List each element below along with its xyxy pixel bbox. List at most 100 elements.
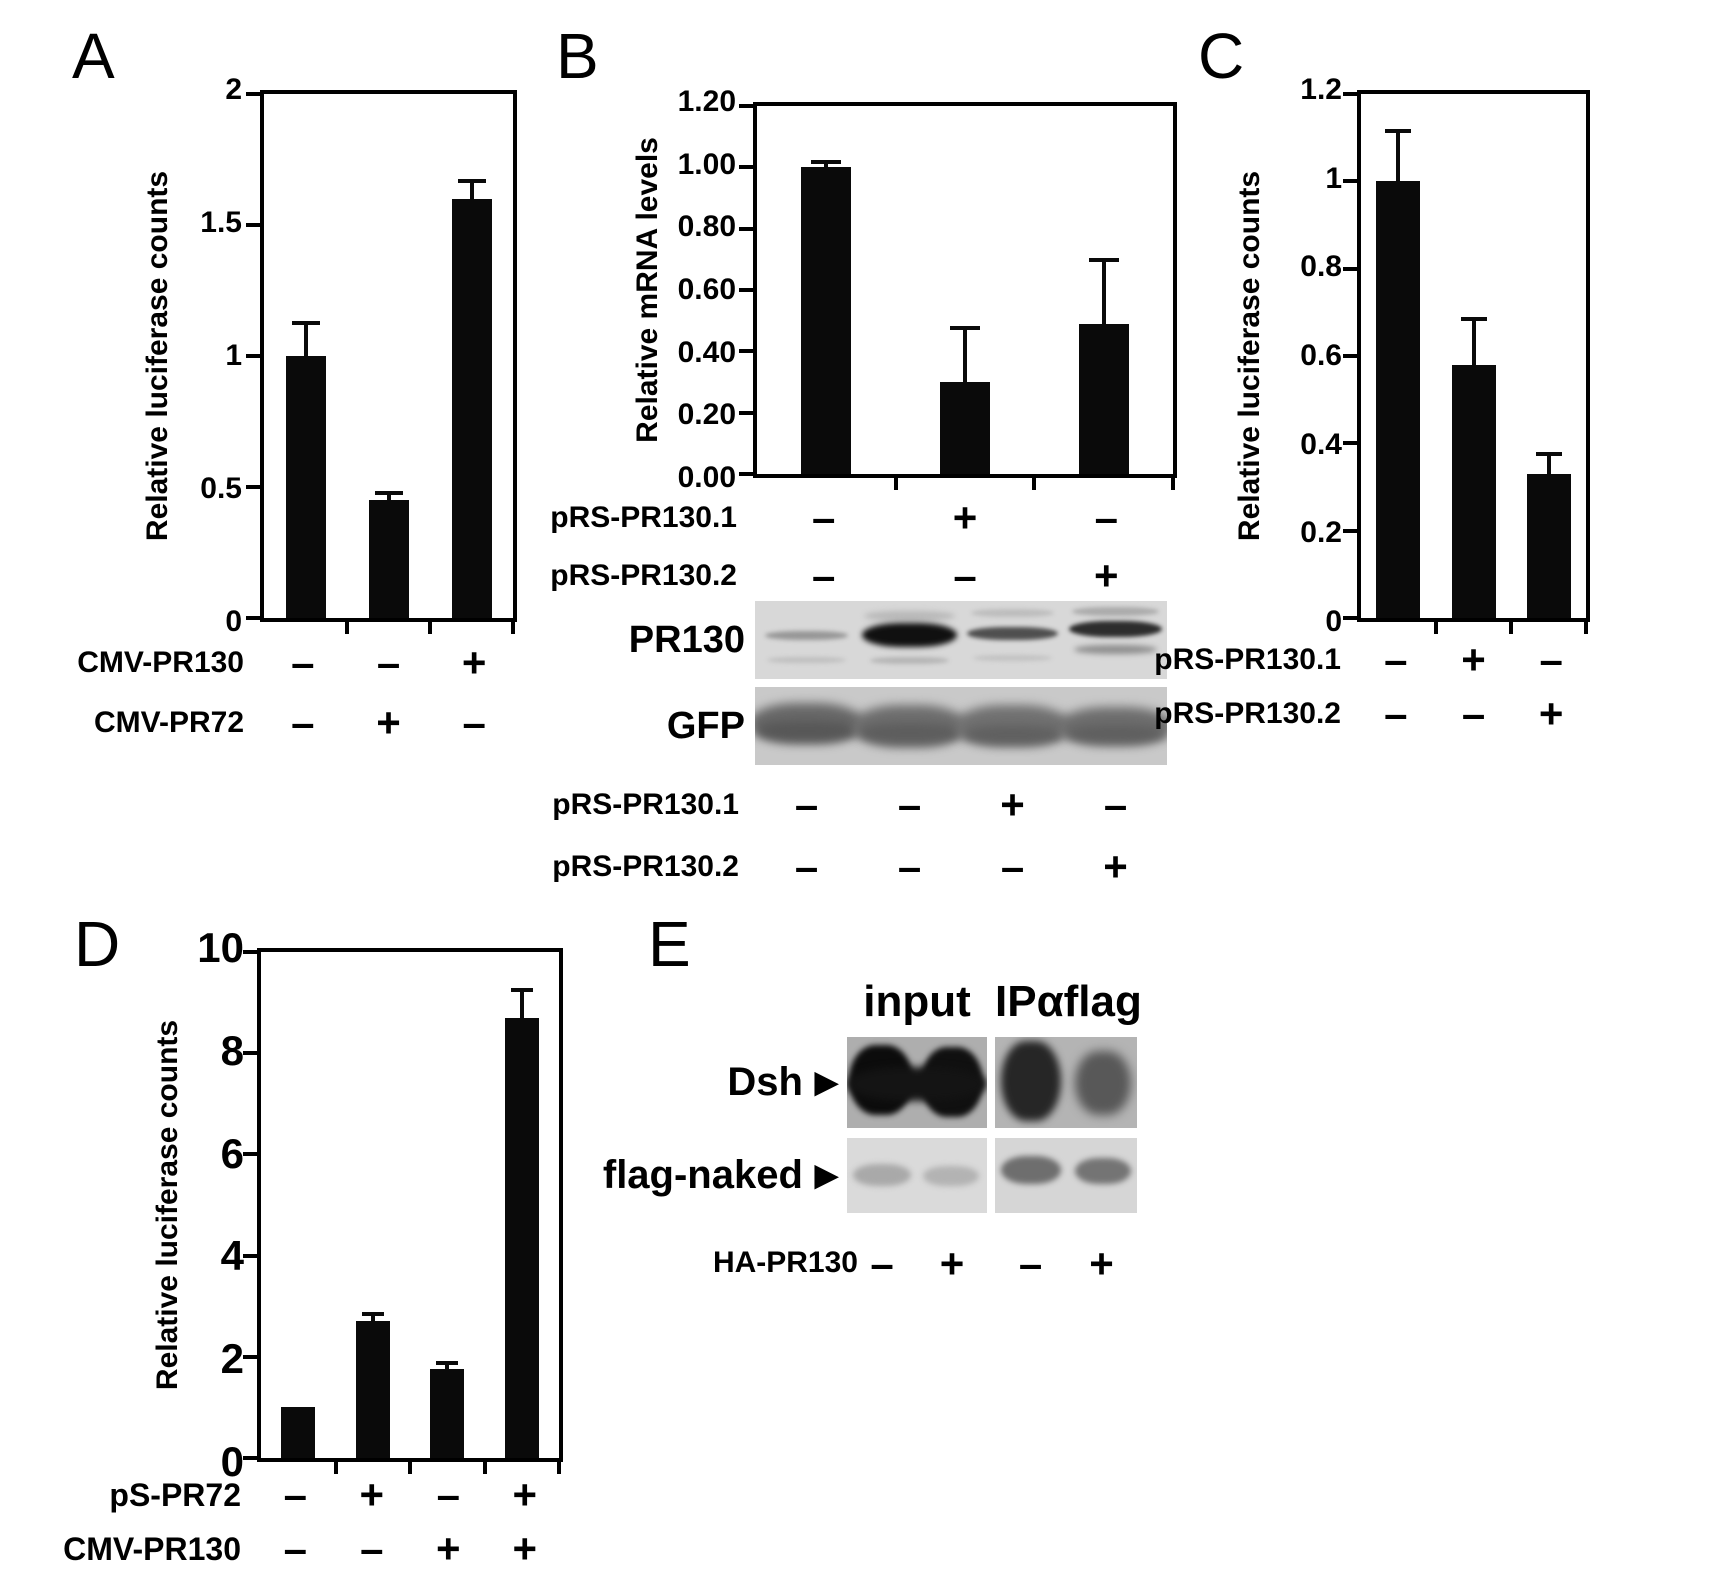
condition-row: pRS-PR130.2 – – +: [1125, 688, 1590, 740]
condition-row: CMV-PR130 – – +: [58, 636, 517, 690]
y-tick-label: 10: [197, 924, 244, 971]
y-tick: [739, 472, 753, 476]
right-arrow-icon: ▶: [814, 1065, 838, 1099]
blot-band: [1075, 1051, 1131, 1115]
x-tick: [511, 622, 515, 634]
blot-band: [1069, 621, 1162, 637]
condition-row: CMV-PR72 – + –: [58, 696, 517, 750]
panel-B-bar-chart: [739, 102, 1177, 490]
bar: [1376, 181, 1421, 618]
y-tick: [246, 616, 260, 620]
condition-signs: – – +: [1357, 693, 1590, 735]
y-tick: [1343, 266, 1357, 271]
condition-signs: – + –: [1357, 639, 1590, 681]
blot-band: [1064, 725, 1167, 743]
error-bar: [469, 183, 474, 199]
y-tick: [243, 950, 257, 954]
panel-A-letter: A: [72, 20, 115, 92]
panel-C-y-ticks: 0 0.2 0.4 0.6 0.8 1 1.2: [1272, 75, 1346, 637]
error-bar-cap: [811, 160, 842, 165]
blot-band: [961, 725, 1064, 745]
y-tick-label: 4: [220, 1232, 244, 1280]
y-tick: [243, 1354, 257, 1359]
y-tick: [1343, 441, 1357, 446]
condition-sign: +: [1538, 690, 1564, 737]
y-tick: [243, 1152, 257, 1157]
x-tick: [1433, 622, 1438, 634]
condition-sign: –: [811, 494, 836, 541]
y-tick-label: 1.5: [200, 206, 242, 239]
y-tick-label: 0.80: [677, 210, 736, 244]
error-bar-cap: [291, 320, 320, 325]
x-tick: [1032, 478, 1037, 490]
condition-row: pRS-PR130.1 – + –: [1125, 634, 1590, 686]
bar: [504, 1017, 539, 1458]
x-tick: [893, 478, 898, 490]
y-tick-label: 0: [225, 605, 242, 638]
error-bar-cap: [1535, 452, 1562, 457]
condition-sign: –: [1384, 636, 1408, 683]
error-bar-cap: [457, 179, 486, 184]
y-tick-label: 0.4: [1300, 427, 1342, 461]
condition-sign: –: [360, 1525, 384, 1572]
y-tick-label: 8: [220, 1026, 244, 1074]
dsh-ip-blot: [995, 1037, 1137, 1128]
y-tick: [739, 226, 753, 231]
condition-sign: –: [811, 552, 836, 599]
bar: [355, 1321, 390, 1458]
blot-row-label-text: flag-naked: [602, 1153, 803, 1197]
y-tick: [1343, 616, 1357, 620]
bar: [281, 1407, 316, 1458]
blot-row-label-text: Dsh: [727, 1060, 803, 1104]
y-tick-label: 0.40: [677, 335, 736, 369]
y-tick: [243, 1253, 257, 1258]
x-tick: [1508, 622, 1513, 634]
y-tick-label: 0.5: [200, 472, 242, 505]
condition-signs: – + –: [260, 702, 517, 744]
condition-sign: –: [794, 843, 819, 890]
condition-sign: –: [870, 1240, 894, 1287]
blot-lane: [1057, 687, 1167, 765]
blot-band: [1001, 1156, 1061, 1184]
blot-band: [870, 657, 949, 664]
panel-C-bar-chart: [1343, 90, 1590, 634]
panel-D-conditions: pS-PR72 – + – + CMV-PR130 – – + +: [50, 1470, 563, 1578]
y-tick: [739, 165, 753, 170]
y-tick-label: 6: [220, 1129, 244, 1177]
panel-C-letter: C: [1198, 20, 1245, 92]
error-bar-cap: [436, 1361, 459, 1366]
blot-band: [973, 655, 1052, 661]
condition-signs: – +: [847, 1238, 987, 1290]
condition-signs: – + – +: [257, 1474, 563, 1516]
blot-band: [765, 631, 848, 640]
panel-B-y-ticks: 0.00 0.20 0.40 0.60 0.80 1.00 1.20: [668, 87, 740, 493]
condition-label: pRS-PR130.1: [1154, 643, 1341, 676]
condition-sign: –: [462, 699, 486, 746]
bar: [430, 1369, 465, 1458]
y-tick: [1343, 354, 1357, 358]
blot-band: [864, 611, 955, 621]
y-tick: [243, 1456, 257, 1460]
condition-sign: +: [512, 1471, 538, 1518]
error-bar: [370, 1316, 375, 1322]
y-tick-label: 0.2: [1300, 516, 1342, 550]
panel-C-y-axis-title: Relative luciferase counts: [1233, 170, 1266, 542]
blot-band: [1075, 1158, 1131, 1184]
panel-C-conditions: pRS-PR130.1 – + – pRS-PR130.2 – – +: [1125, 634, 1590, 742]
y-tick: [739, 349, 753, 354]
condition-sign: +: [1461, 636, 1486, 683]
y-tick-label: 0.6: [1300, 339, 1342, 372]
condition-row: pRS-PR130.2 – – +: [520, 550, 1177, 602]
panel-A-y-axis-title: Relative luciferase counts: [141, 170, 174, 542]
bar: [451, 198, 492, 618]
condition-sign: +: [1103, 843, 1128, 890]
condition-sign: +: [359, 1471, 385, 1518]
y-tick: [243, 1051, 257, 1056]
blot-band: [847, 1067, 987, 1101]
condition-sign: –: [283, 1525, 307, 1572]
error-bar-cap: [1385, 129, 1412, 134]
blot-band: [971, 609, 1054, 617]
condition-sign: +: [1000, 781, 1025, 828]
blot-lane: [755, 687, 865, 765]
panel-E-letter: E: [648, 908, 691, 980]
